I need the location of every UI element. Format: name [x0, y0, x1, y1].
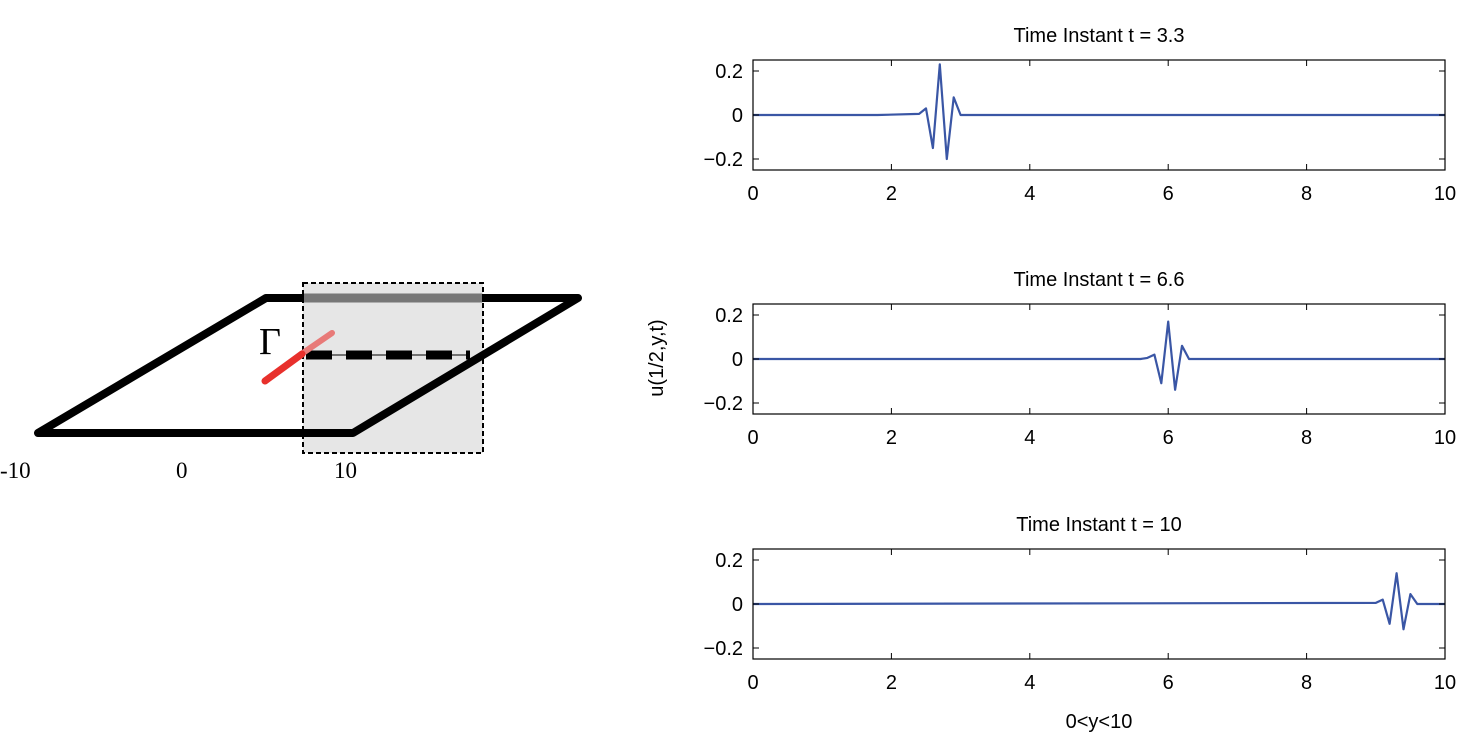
y-tick-label: 0 [732, 105, 743, 127]
x-tick-label: 0 [747, 427, 758, 449]
snapshot-panel-3: Time Instant t = 100 2 4 6 8 100.20−0.2 [704, 514, 1457, 694]
domain-outline [34, 294, 582, 437]
x-tick-label: 4 [1024, 672, 1035, 694]
panel-title: Time Instant t = 10 [1016, 514, 1181, 536]
gamma-segment-faint [297, 330, 335, 358]
x-tick-label: 0 [747, 672, 758, 694]
series-line [752, 572, 1445, 631]
x-tick-label: 6 [1163, 672, 1174, 694]
series-line [753, 320, 1445, 391]
y-tick-label: −0.2 [704, 393, 743, 415]
x-tick-label: 4 [1024, 183, 1035, 205]
x-tick-label: 2 [886, 183, 897, 205]
y-tick-label: 0 [732, 349, 743, 371]
x-tick-label: 0 [747, 183, 758, 205]
x-tick-label: 4 [1024, 427, 1035, 449]
x-tick-label: 6 [1163, 427, 1174, 449]
snapshot-plots: Time Instant t = 3.30 2 4 6 8 100.20−0.2Time … [704, 25, 1457, 694]
gamma-segment [261, 350, 306, 385]
panel-title: Time Instant t = 3.3 [1013, 25, 1184, 47]
y-axis-label: u(1/2,y,t) [646, 319, 668, 396]
domain-label-center: 0 [176, 458, 188, 483]
panel-title: Time Instant t = 6.6 [1013, 269, 1184, 291]
x-tick-label: 10 [1434, 672, 1456, 694]
x-tick-label: 8 [1301, 672, 1312, 694]
series-line [753, 63, 1445, 161]
domain-label-right: 10 [334, 458, 357, 483]
x-tick-label: 10 [1434, 427, 1456, 449]
snapshot-panel-2: Time Instant t = 6.60 2 4 6 8 100.20−0.2 [704, 269, 1457, 449]
shaded-region [302, 282, 484, 454]
domain-label-left: -10 [0, 458, 31, 483]
y-tick-label: 0.2 [715, 305, 743, 327]
y-tick-label: 0.2 [715, 61, 743, 83]
x-tick-label: 8 [1301, 183, 1312, 205]
x-tick-label: 10 [1434, 183, 1456, 205]
y-tick-label: −0.2 [704, 638, 743, 660]
x-tick-label: 6 [1163, 183, 1174, 205]
snapshot-panel-1: Time Instant t = 3.30 2 4 6 8 100.20−0.2 [704, 25, 1457, 205]
y-tick-label: 0.2 [715, 550, 743, 572]
y-tick-label: −0.2 [704, 149, 743, 171]
x-tick-label: 8 [1301, 427, 1312, 449]
x-axis-label: 0<y<10 [1066, 711, 1133, 733]
x-tick-label: 2 [886, 427, 897, 449]
y-tick-label: 0 [732, 594, 743, 616]
gamma-label: Γ [259, 321, 281, 363]
x-tick-label: 2 [886, 672, 897, 694]
domain-diagram: Γ -10 0 10 [0, 282, 582, 483]
